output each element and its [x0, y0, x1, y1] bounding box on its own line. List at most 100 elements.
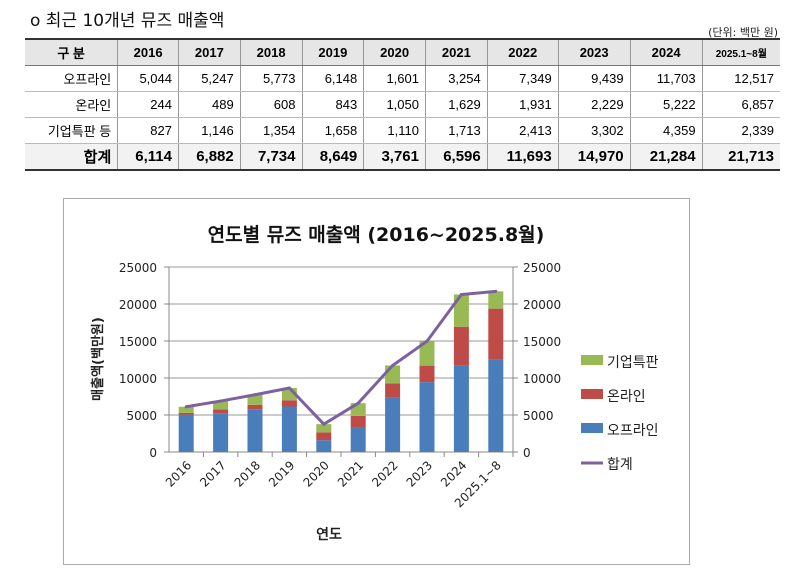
x-tick-label: 2018 [232, 458, 263, 489]
table-cell: 2,339 [701, 117, 780, 144]
table-cell: 1,658 [301, 117, 364, 144]
x-tick-label: 2017 [197, 458, 228, 489]
bar-오프라인 [419, 382, 435, 452]
column-header: 2023 [557, 38, 631, 66]
table-cell: 608 [239, 91, 302, 118]
x-tick-label: 2024 [438, 458, 469, 489]
y-tick-label: 0 [149, 446, 157, 460]
table-cell: 9,439 [557, 65, 631, 92]
table-cell: 1,931 [486, 91, 559, 118]
bar-온라인 [247, 404, 263, 410]
row-label: 오프라인 [25, 65, 118, 92]
table-total-row: 합계 6,114 6,882 7,734 8,649 3,761 6,596 11,693 14… [25, 143, 780, 171]
bar-온라인 [488, 308, 504, 360]
bar-오프라인 [316, 440, 332, 452]
table-cell: 11,693 [486, 143, 559, 171]
table-cell: 1,354 [239, 117, 302, 144]
y-tick-label: 5000 [126, 409, 157, 423]
bar-온라인 [385, 383, 401, 398]
bar-온라인 [453, 326, 469, 366]
table-header-row: 구 분 2016 2017 2018 2019 2020 2021 2022 2023 2024 2… [25, 38, 780, 66]
chart-svg: 연도별 뮤즈 매출액 (2016~2025.8월) 0 0 5000 5000 10000… [90, 224, 659, 543]
bar-기업특판 [385, 365, 401, 384]
table-row: 기업특판 등 827 1,146 1,354 1,658 1,110 1,713 2,413 3… [25, 117, 780, 144]
y-tick-label: 25000 [119, 261, 157, 275]
y-tick-label: 20000 [119, 298, 157, 312]
table-cell: 21,284 [629, 143, 703, 171]
bar-기업특판 [213, 401, 229, 410]
bar-오프라인 [385, 397, 401, 452]
bar-기업특판 [419, 341, 435, 366]
bar-온라인 [178, 412, 194, 415]
row-label: 온라인 [25, 91, 118, 118]
sales-table: 구 분 2016 2017 2018 2019 2020 2021 2022 2023 2024 2… [25, 38, 780, 171]
bar-온라인 [281, 400, 297, 407]
column-header: 2022 [486, 38, 559, 66]
table-cell: 5,044 [117, 65, 179, 92]
bar-오프라인 [178, 414, 194, 452]
legend-label: 기업특판 [607, 355, 659, 371]
table-cell: 1,110 [363, 117, 426, 144]
y2-tick-label: 15000 [523, 335, 561, 349]
table-cell: 843 [301, 91, 364, 118]
total-line [185, 289, 496, 427]
column-header: 2018 [239, 38, 302, 66]
table-cell: 5,773 [239, 65, 302, 92]
legend-label: 오프라인 [607, 423, 659, 439]
table-cell: 3,761 [363, 143, 426, 171]
bar-기업특판 [178, 406, 194, 413]
total-point [494, 289, 498, 293]
column-header: 2017 [178, 38, 241, 66]
y-tick-label: 15000 [119, 335, 157, 349]
table-cell: 489 [178, 91, 241, 118]
column-header: 2021 [425, 38, 488, 66]
table-cell: 7,349 [486, 65, 559, 92]
total-point [459, 292, 463, 296]
bar-기업특판 [453, 294, 469, 327]
legend-swatch [581, 355, 603, 365]
bar-오프라인 [488, 359, 504, 452]
bar-기업특판 [316, 424, 332, 433]
legend-swatch [581, 423, 603, 433]
column-header: 2016 [117, 38, 179, 66]
table-cell: 1,050 [363, 91, 426, 118]
table-cell: 6,114 [117, 143, 179, 171]
table-cell: 3,302 [557, 117, 631, 144]
table-row: 온라인 244 489 608 843 1,050 1,629 1,931 2,229 5,222… [25, 91, 780, 118]
x-tick-label: 2023 [404, 458, 435, 489]
x-axis-title: 연도 [316, 527, 342, 543]
y2-tick-label: 0 [523, 446, 531, 460]
table-cell: 5,222 [629, 91, 703, 118]
x-tick-label: 2020 [300, 458, 331, 489]
total-point [184, 405, 188, 409]
table-cell: 1,713 [425, 117, 488, 144]
table-cell: 2,413 [486, 117, 559, 144]
table-cell: 6,596 [425, 143, 488, 171]
table-row: 오프라인 5,044 5,247 5,773 6,148 1,601 3,254 7,349 9… [25, 65, 780, 92]
chart: 연도별 뮤즈 매출액 (2016~2025.8월) 0 0 5000 5000 10000… [63, 198, 690, 565]
table-cell: 12,517 [701, 65, 780, 92]
column-header: 2019 [301, 38, 364, 66]
y2-tick-label: 5000 [523, 409, 554, 423]
table-cell: 1,146 [178, 117, 241, 144]
bar-오프라인 [281, 406, 297, 452]
bar-오프라인 [453, 365, 469, 452]
row-label: 기업특판 등 [25, 117, 118, 144]
table-cell: 21,713 [701, 143, 780, 171]
y2-tick-label: 10000 [523, 372, 561, 386]
x-tick-label: 2019 [266, 458, 297, 489]
column-header: 2020 [363, 38, 426, 66]
bar-온라인 [213, 409, 229, 414]
table-cell: 4,359 [629, 117, 703, 144]
bar-온라인 [316, 432, 332, 441]
table-cell: 6,882 [178, 143, 241, 171]
table-cell: 7,734 [239, 143, 302, 171]
bar-온라인 [350, 415, 366, 428]
table-cell: 5,247 [178, 65, 241, 92]
bar-오프라인 [213, 413, 229, 452]
table-cell: 1,601 [363, 65, 426, 92]
table-cell: 3,254 [425, 65, 488, 92]
y2-tick-label: 25000 [523, 261, 561, 275]
table-cell: 1,629 [425, 91, 488, 118]
